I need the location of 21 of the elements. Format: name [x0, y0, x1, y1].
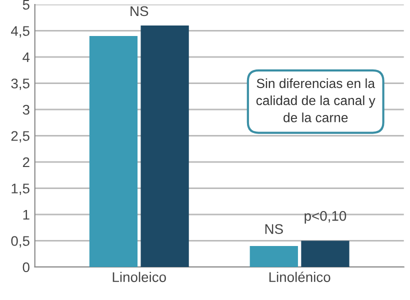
y-tick-label: 5	[22, 0, 30, 10]
y-tick-label: 4,5	[11, 26, 30, 38]
y-tick-label: 1,5	[12, 184, 30, 196]
y-tick-label: 1	[23, 210, 30, 220]
y-tick-label: 4	[22, 52, 30, 62]
x-tick-label: Linolénico	[269, 272, 330, 282]
bar	[89, 36, 138, 267]
y-tick-label: 0,5	[11, 236, 30, 248]
bar	[140, 26, 189, 267]
bar	[301, 240, 350, 267]
annotation: NS	[265, 224, 283, 234]
annotation: NS	[130, 6, 148, 16]
y-tick-label: 3,5	[11, 78, 30, 90]
y-tick-label: 2,5	[11, 131, 30, 143]
x-tick-label: Linoleico	[112, 272, 166, 282]
bar	[250, 246, 298, 267]
annotation: p<0,10	[304, 211, 346, 224]
annotation: Sin diferencias en la calidad de la canal y de la carne	[256, 78, 376, 122]
y-tick-label: 3	[22, 104, 30, 115]
y-tick-label: 2	[22, 157, 30, 168]
y-tick-label: 0	[22, 262, 30, 272]
